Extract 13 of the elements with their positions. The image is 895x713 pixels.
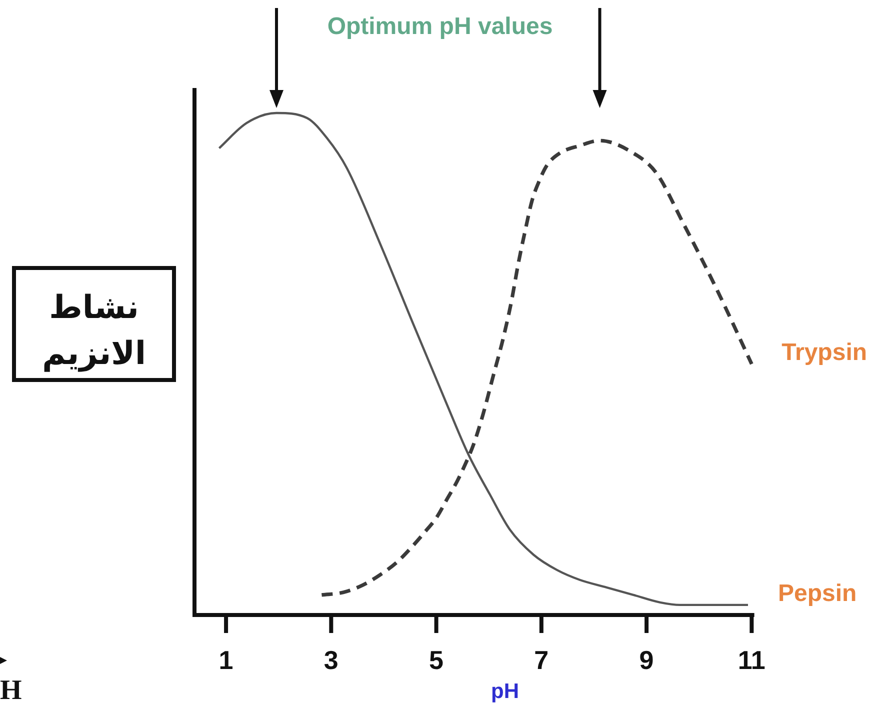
tick-label: 7 <box>534 645 549 675</box>
tick-label: 11 <box>738 645 766 675</box>
tick-label: 5 <box>429 645 444 675</box>
tick-label: 1 <box>218 645 234 675</box>
series-label: Trypsin <box>782 339 868 366</box>
ylabel: نشاط الانزيم <box>12 266 176 382</box>
annotation: H <box>0 675 22 706</box>
y-axis-title: نشاط الانزيم <box>42 288 146 372</box>
tick-label: 9 <box>639 645 654 675</box>
series-label: Pepsin <box>778 580 857 607</box>
title: Optimum pH values <box>327 13 553 40</box>
xlabel: pH <box>491 680 519 703</box>
tick-label: 3 <box>324 645 338 675</box>
